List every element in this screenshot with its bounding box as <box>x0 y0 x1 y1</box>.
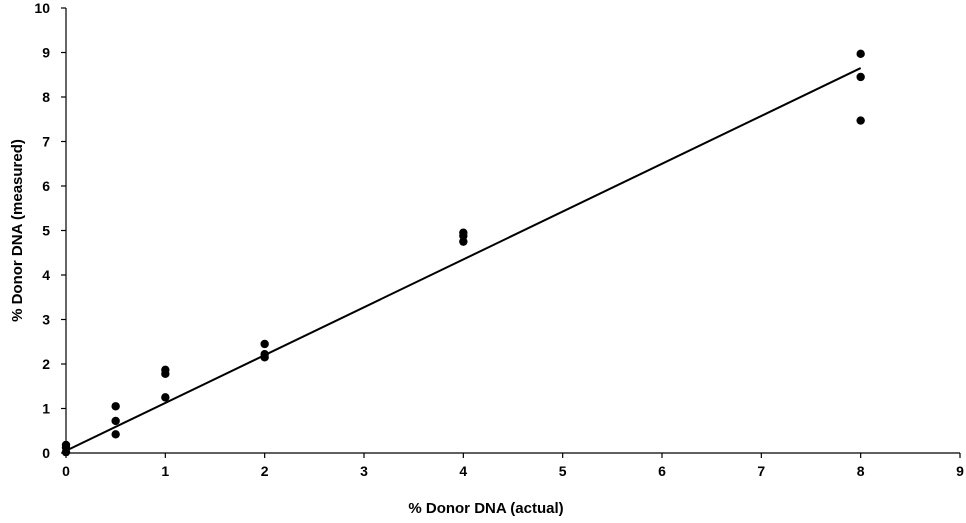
data-point <box>111 430 120 439</box>
x-tick-label: 6 <box>658 463 666 479</box>
x-tick-label: 7 <box>757 463 765 479</box>
tick-marks <box>61 7 961 458</box>
y-tick-label: 8 <box>42 89 50 105</box>
data-point <box>260 353 269 362</box>
y-tick-label: 5 <box>42 223 50 239</box>
x-tick-label: 4 <box>459 463 467 479</box>
y-tick-label: 10 <box>34 0 50 16</box>
x-tick-label: 5 <box>559 463 567 479</box>
data-point <box>459 231 468 241</box>
trend-line <box>65 67 862 452</box>
data-point <box>856 49 865 59</box>
x-tick-label: 2 <box>261 463 269 479</box>
data-point <box>161 369 170 378</box>
y-tick-label: 3 <box>42 312 50 328</box>
data-point <box>856 116 865 125</box>
data-point <box>111 416 120 426</box>
y-tick-label: 9 <box>42 45 50 61</box>
y-axis-title: % Donor DNA (measured) <box>9 139 26 322</box>
data-points <box>61 49 865 457</box>
data-point <box>459 237 468 246</box>
x-tick-label: 3 <box>360 463 368 479</box>
x-tick-label: 8 <box>857 463 865 479</box>
x-tick-label: 1 <box>161 463 169 479</box>
tick-labels: 0 1 2 3 4 5 6 7 8 9 0 1 2 3 4 5 6 7 8 9 10 <box>34 0 964 479</box>
data-point <box>111 402 120 411</box>
data-point <box>161 393 170 402</box>
y-tick-label: 1 <box>42 401 50 417</box>
y-tick-label: 4 <box>42 267 50 283</box>
y-tick-label: 7 <box>42 134 50 150</box>
y-tick-label: 0 <box>42 445 50 461</box>
x-tick-label: 9 <box>956 463 964 479</box>
data-point <box>61 447 71 457</box>
data-point <box>260 339 269 349</box>
x-tick-label: 0 <box>62 463 70 479</box>
trend-line-layer <box>65 67 862 452</box>
x-axis-title: % Donor DNA (actual) <box>408 500 563 517</box>
y-tick-label: 2 <box>42 356 50 372</box>
data-point <box>856 72 865 82</box>
y-tick-label: 6 <box>42 178 50 194</box>
